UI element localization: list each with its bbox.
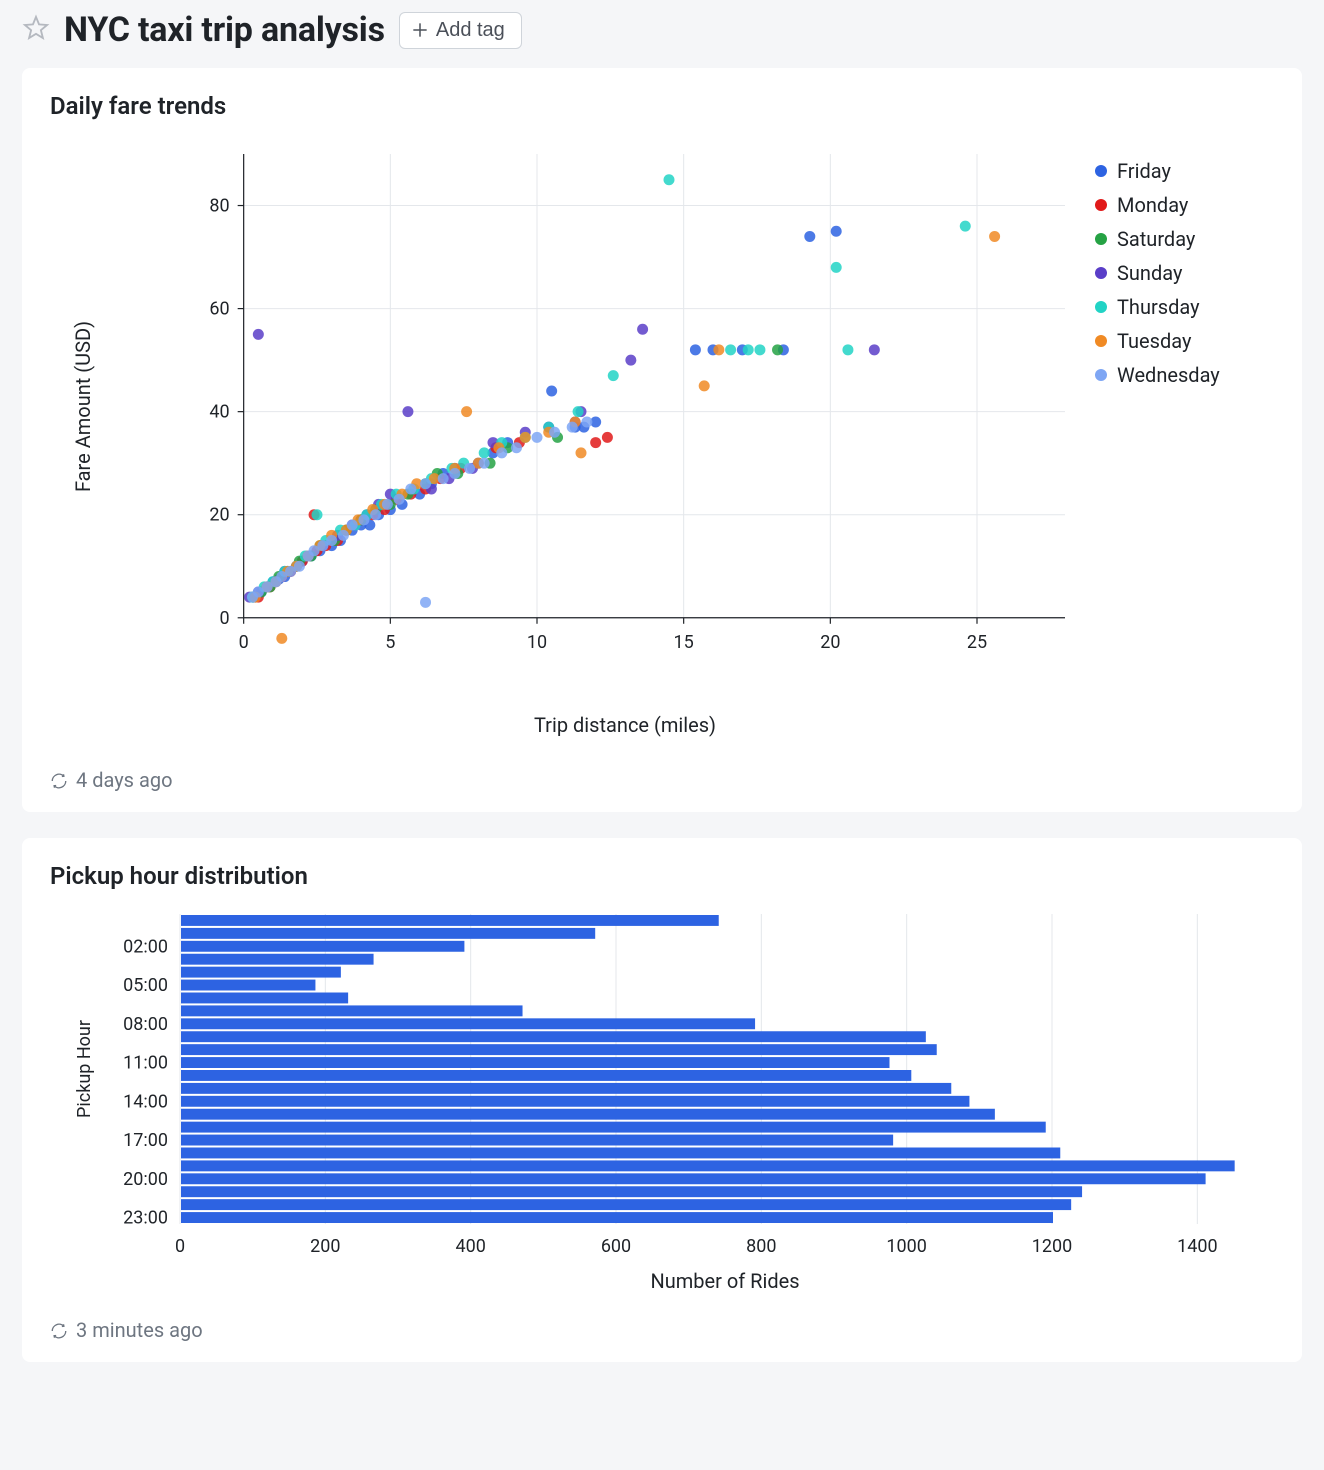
svg-text:05:00: 05:00 — [123, 975, 168, 996]
svg-text:1400: 1400 — [1177, 1236, 1217, 1257]
legend-dot — [1095, 199, 1107, 211]
svg-text:11:00: 11:00 — [123, 1053, 168, 1074]
svg-text:17:00: 17:00 — [123, 1130, 168, 1151]
legend-label: Tuesday — [1117, 329, 1191, 353]
svg-text:15: 15 — [674, 632, 694, 653]
svg-text:Number of Rides: Number of Rides — [650, 1269, 799, 1293]
refresh-icon — [50, 1321, 68, 1339]
svg-text:40: 40 — [209, 402, 229, 423]
legend-item[interactable]: Monday — [1095, 188, 1220, 222]
star-icon[interactable] — [22, 14, 50, 46]
legend-item[interactable]: Friday — [1095, 154, 1220, 188]
svg-text:20: 20 — [209, 505, 229, 526]
legend-label: Thursday — [1117, 295, 1200, 319]
legend-dot — [1095, 369, 1107, 381]
legend-dot — [1095, 301, 1107, 313]
scatter-refresh-row: 4 days ago — [50, 768, 1274, 792]
page-title: NYC taxi trip analysis — [64, 10, 385, 50]
svg-text:800: 800 — [746, 1236, 776, 1257]
legend-dot — [1095, 233, 1107, 245]
bar-chart-wrap: 02:00 05:00 08:00 11:00 14:00 17:00 20:00 23:00… — [50, 904, 1274, 1308]
svg-text:400: 400 — [455, 1236, 485, 1257]
legend-item[interactable]: Thursday — [1095, 290, 1220, 324]
legend-dot — [1095, 267, 1107, 279]
scatter-card: Daily fare trends 0 5 10 15 20 25 0 20 40 60 80 Tri… — [22, 68, 1302, 812]
legend-item[interactable]: Sunday — [1095, 256, 1220, 290]
legend-label: Saturday — [1117, 227, 1195, 251]
legend-item[interactable]: Tuesday — [1095, 324, 1220, 358]
svg-text:23:00: 23:00 — [123, 1208, 168, 1229]
svg-text:10: 10 — [527, 632, 547, 653]
scatter-chart-wrap: 0 5 10 15 20 25 0 20 40 60 80 Trip distance (miles)… — [50, 134, 1274, 758]
bar-card: Pickup hour distribution 02:00 05:00 08:00… — [22, 838, 1302, 1362]
legend-item[interactable]: Saturday — [1095, 222, 1220, 256]
svg-text:600: 600 — [601, 1236, 631, 1257]
svg-text:0: 0 — [220, 608, 230, 629]
bar-refresh-label: 3 minutes ago — [76, 1318, 203, 1342]
svg-text:1000: 1000 — [886, 1236, 926, 1257]
svg-text:80: 80 — [209, 196, 229, 217]
svg-text:200: 200 — [310, 1236, 340, 1257]
svg-text:5: 5 — [385, 632, 395, 653]
svg-text:14:00: 14:00 — [123, 1091, 168, 1112]
legend-label: Wednesday — [1117, 363, 1220, 387]
scatter-card-title: Daily fare trends — [50, 92, 1274, 120]
svg-text:0: 0 — [175, 1236, 185, 1257]
svg-text:08:00: 08:00 — [123, 1014, 168, 1035]
add-tag-label: Add tag — [436, 19, 505, 42]
refresh-icon — [50, 771, 68, 789]
svg-text:Trip distance (miles): Trip distance (miles) — [534, 713, 716, 737]
svg-text:Pickup Hour: Pickup Hour — [74, 1020, 95, 1118]
svg-text:1200: 1200 — [1032, 1236, 1072, 1257]
bar-chart: 02:00 05:00 08:00 11:00 14:00 17:00 20:00 23:00… — [50, 904, 1290, 1304]
scatter-refresh-label: 4 days ago — [76, 768, 172, 792]
svg-text:25: 25 — [967, 632, 987, 653]
svg-text:02:00: 02:00 — [123, 936, 168, 957]
scatter-legend: Friday Monday Saturday Sunday Thursday Tuesda… — [1095, 154, 1220, 392]
legend-item[interactable]: Wednesday — [1095, 358, 1220, 392]
page-header: NYC taxi trip analysis Add tag — [22, 8, 1302, 50]
add-tag-button[interactable]: Add tag — [399, 12, 522, 49]
legend-dot — [1095, 335, 1107, 347]
legend-label: Monday — [1117, 193, 1188, 217]
svg-text:20: 20 — [820, 632, 840, 653]
svg-text:Fare Amount (USD): Fare Amount (USD) — [71, 321, 95, 492]
svg-text:20:00: 20:00 — [123, 1169, 168, 1190]
legend-label: Friday — [1117, 159, 1171, 183]
legend-label: Sunday — [1117, 261, 1182, 285]
legend-dot — [1095, 165, 1107, 177]
bar-refresh-row: 3 minutes ago — [50, 1318, 1274, 1342]
plus-icon — [410, 20, 430, 40]
svg-text:60: 60 — [209, 299, 229, 320]
bar-card-title: Pickup hour distribution — [50, 862, 1274, 890]
svg-text:0: 0 — [239, 632, 249, 653]
